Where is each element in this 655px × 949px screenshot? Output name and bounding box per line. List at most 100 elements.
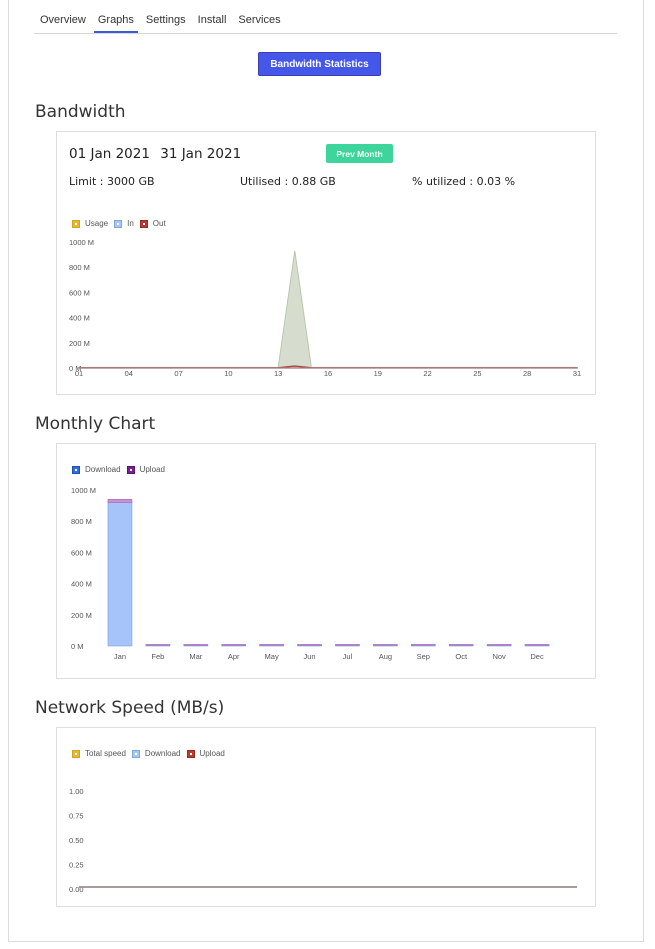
x-tick-label: 25 [473, 369, 481, 378]
bar-upload-oct [448, 644, 474, 646]
x-tick-label: Oct [455, 652, 468, 661]
legend-usage[interactable]: Usage [72, 219, 108, 228]
y-tick-label: 800 M [71, 517, 92, 526]
bar-upload-mar [183, 644, 209, 646]
monthly-card: Download Upload 0 M 200 M 400 M 600 M 800 M 1… [56, 443, 596, 679]
y-tick-label: 200 M [69, 339, 90, 348]
bar-download-jan [107, 502, 133, 647]
x-tick-label: Dec [530, 652, 544, 661]
percent-utilized-text: % utilized : 0.03 % [412, 175, 516, 188]
x-tick-label: 16 [324, 369, 332, 378]
limit-text: Limit : 3000 GB [69, 175, 155, 188]
x-tick-label: 28 [523, 369, 531, 378]
bar-upload-may [259, 644, 284, 646]
x-tick-label: Aug [379, 652, 392, 661]
in-swatch-icon [114, 219, 123, 228]
bandwidth-title: Bandwidth [35, 102, 126, 122]
series-usage-area [78, 250, 578, 369]
bar-upload-sep [410, 644, 436, 646]
content-frame [8, 0, 644, 942]
x-tick-label: 04 [125, 369, 133, 378]
usage-swatch-icon [72, 219, 80, 228]
y-tick-label: 0 M [71, 642, 84, 651]
x-tick-label: Apr [228, 652, 240, 661]
x-tick-label: Jul [343, 652, 353, 661]
bar-upload-jan [107, 499, 133, 503]
x-tick-label: Nov [492, 652, 506, 661]
tab-services[interactable]: Services [238, 14, 281, 26]
utilised-text: Utilised : 0.88 GB [240, 175, 336, 188]
y-tick-label: 0.50 [69, 836, 84, 845]
legend-out[interactable]: Out [139, 219, 166, 228]
bar-upload-aug [373, 644, 398, 646]
y-tick-label: 0 M [69, 364, 82, 373]
y-tick-label: 1000 M [71, 486, 96, 495]
bandwidth-chart: 0 M 200 M 400 M 600 M 800 M 1000 M 01 04 07 10 13 1… [69, 238, 581, 378]
tab-install[interactable]: Install [197, 14, 227, 26]
bandwidth-card: 01 Jan 2021 31 Jan 2021 Prev Month Limit… [56, 131, 596, 395]
x-tick-label: 01 [75, 369, 83, 378]
bandwidth-legend: Usage In Out [72, 219, 172, 228]
y-tick-label: 400 M [69, 314, 90, 323]
y-tick-label: 600 M [71, 548, 92, 557]
monthly-chart-title: Monthly Chart [35, 414, 156, 434]
network-card: Total speed Download Upload 0.00 0.25 0.50… [56, 727, 596, 907]
net-upload-swatch-icon [186, 749, 195, 758]
legend-in-label: In [127, 219, 134, 228]
x-tick-label: 22 [423, 369, 431, 378]
legend-download[interactable]: Download [72, 465, 121, 474]
x-tick-label: Mar [189, 652, 202, 661]
y-tick-label: 0.00 [69, 885, 84, 894]
network-legend: Total speed Download Upload [72, 749, 232, 758]
legend-usage-label: Usage [85, 219, 109, 228]
x-tick-label: Jan [114, 652, 126, 661]
bandwidth-statistics-button[interactable]: Bandwidth Statistics [258, 52, 381, 76]
y-tick-label: 0.25 [69, 861, 84, 870]
tab-graphs[interactable]: Graphs [92, 8, 140, 33]
legend-total-speed[interactable]: Total speed [72, 749, 126, 758]
legend-net-download-label: Download [144, 749, 181, 758]
legend-net-upload-label: Upload [199, 749, 225, 758]
bar-upload-apr [221, 644, 247, 646]
network-speed-title: Network Speed (MB/s) [35, 698, 225, 718]
x-tick-label: 10 [224, 369, 232, 378]
x-tick-label: May [265, 652, 279, 661]
date-range: 01 Jan 2021 31 Jan 2021 [69, 146, 241, 162]
legend-in[interactable]: In [114, 219, 134, 228]
y-tick-label: 0.75 [69, 812, 84, 821]
legend-upload[interactable]: Upload [126, 465, 165, 474]
network-speed-chart: 0.00 0.25 0.50 0.75 1.00 [69, 787, 577, 894]
net-download-swatch-icon [131, 749, 140, 758]
y-tick-label: 600 M [69, 288, 90, 297]
y-tick-label: 200 M [71, 611, 92, 620]
bar-upload-nov [486, 644, 512, 646]
x-tick-label: Jun [303, 652, 315, 661]
tab-overview[interactable]: Overview [40, 14, 86, 26]
legend-out-label: Out [152, 219, 166, 228]
y-tick-label: 1000 M [69, 238, 94, 247]
legend-upload-label: Upload [139, 465, 165, 474]
monthly-chart: 0 M 200 M 400 M 600 M 800 M 1000 M Jan Feb Mar Ap… [71, 486, 550, 661]
legend-total-speed-label: Total speed [85, 749, 126, 758]
download-swatch-icon [72, 465, 80, 474]
out-swatch-icon [139, 219, 148, 228]
x-tick-label: 19 [374, 369, 382, 378]
legend-net-download[interactable]: Download [131, 749, 181, 758]
x-tick-label: 13 [274, 369, 282, 378]
bar-upload-feb [145, 644, 171, 646]
tab-settings[interactable]: Settings [145, 14, 186, 26]
x-tick-label: Feb [151, 652, 164, 661]
bar-upload-jun [297, 644, 322, 646]
y-tick-label: 800 M [69, 263, 90, 272]
legend-net-upload[interactable]: Upload [186, 749, 225, 758]
y-tick-label: 1.00 [69, 787, 84, 796]
x-tick-label: 07 [174, 369, 182, 378]
bar-upload-jul [335, 644, 360, 646]
tab-bar: Overview Graphs Settings Install Service… [34, 8, 617, 34]
upload-swatch-icon [126, 465, 135, 474]
prev-month-button[interactable]: Prev Month [326, 144, 393, 163]
start-date: 01 Jan 2021 [69, 146, 150, 162]
y-tick-label: 400 M [71, 580, 92, 589]
x-tick-label: Sep [417, 652, 430, 661]
bar-upload-dec [524, 644, 550, 646]
